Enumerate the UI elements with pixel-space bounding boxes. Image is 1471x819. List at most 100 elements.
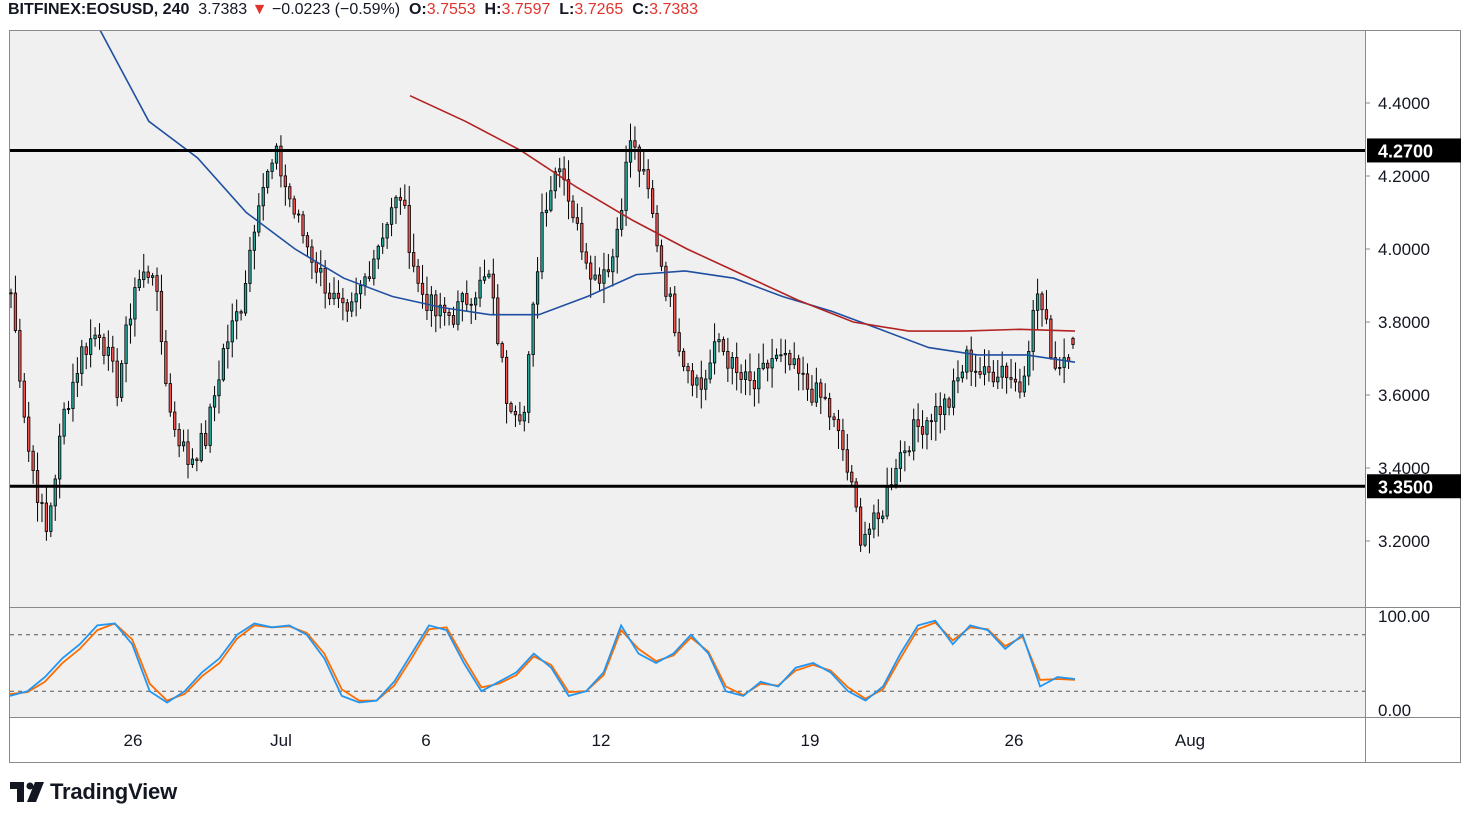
candle-body (885, 486, 889, 517)
candle-body (1031, 309, 1035, 352)
candle-body (832, 416, 836, 421)
candle-body (788, 352, 792, 366)
candle-body (115, 360, 119, 398)
candle-body (22, 380, 26, 418)
candle-body (102, 337, 106, 356)
candle-body (367, 276, 372, 279)
candle-body (451, 315, 456, 325)
horizontal-levels[interactable]: 4.2700 3.3500 (10, 138, 1461, 499)
candle-body (677, 332, 681, 352)
candle-body (341, 297, 345, 304)
candle-body (925, 420, 929, 435)
candle-body (350, 301, 354, 312)
candle-body (1013, 378, 1018, 383)
candle-body (934, 406, 938, 422)
candle-body (381, 237, 385, 247)
candle-body (89, 338, 93, 355)
candle-body (858, 506, 863, 546)
candle-body (748, 371, 752, 381)
candle-body (1040, 293, 1044, 311)
candle-body (735, 357, 739, 374)
candle-body (589, 262, 593, 280)
candle-body (1035, 293, 1040, 311)
candle-body (1071, 337, 1075, 345)
tradingview-brand[interactable]: TradingView (10, 779, 177, 805)
stochastic-pane-background (10, 608, 1365, 717)
candle-body (164, 341, 168, 384)
candle-body (651, 188, 655, 214)
candle-body (487, 273, 491, 278)
candle-body (1053, 357, 1057, 369)
candle-body (1018, 381, 1022, 393)
candle-body (9, 292, 13, 295)
candle-body (403, 199, 407, 206)
candle-body (363, 276, 367, 286)
candle-body (323, 267, 327, 294)
candle-body (929, 420, 934, 423)
down-arrow-icon: ▼ (251, 1, 268, 18)
candle-body (766, 362, 770, 369)
candle-body (549, 190, 553, 211)
candle-body (478, 279, 482, 299)
candle-body (18, 330, 22, 382)
candle-body (204, 432, 208, 446)
price-tick-label: 3.4000 (1378, 459, 1430, 478)
candle-body (1062, 357, 1066, 368)
candle-body (575, 217, 580, 224)
candle-body (509, 403, 513, 412)
candle-body (416, 265, 420, 284)
tradingview-logo-icon (10, 782, 44, 802)
candle-body (761, 362, 765, 369)
candle-body (571, 200, 575, 219)
candle-body (907, 450, 911, 453)
candle-body (394, 196, 398, 209)
candle-body (142, 271, 146, 281)
candle-body (943, 398, 947, 416)
candle-body (920, 426, 925, 435)
candle-body (389, 207, 394, 225)
candle-body (757, 368, 761, 390)
candle-body (13, 292, 18, 331)
candle-body (208, 406, 212, 446)
candle-body (150, 275, 155, 278)
candle-body (704, 378, 708, 390)
candle-body (274, 145, 279, 164)
candle-body (553, 171, 557, 192)
price-tick-label: 3.2000 (1378, 532, 1430, 551)
candle-body (527, 354, 531, 413)
candle-body (474, 297, 478, 306)
candle-body (407, 205, 411, 253)
candle-body (642, 169, 646, 172)
candle-body (602, 269, 606, 284)
candle-body (898, 452, 903, 469)
candle-body (535, 271, 540, 305)
candle-body (681, 350, 686, 367)
candle-body (288, 186, 292, 200)
candle-body (783, 352, 787, 356)
time-tick-label: Jul (270, 731, 292, 750)
candle-body (106, 346, 110, 356)
candle-body (425, 293, 429, 311)
high-label: H: (484, 1, 502, 18)
candle-body (120, 363, 124, 398)
candle-body (305, 235, 310, 248)
candle-body (611, 256, 615, 273)
price-pane-background (10, 31, 1365, 607)
stochastic-oscillator (9, 619, 1365, 704)
candle-body (177, 429, 181, 447)
candle-body (956, 377, 960, 382)
high-value: 3.7597 (501, 1, 551, 18)
candle-body (615, 228, 619, 258)
candle-body (872, 512, 876, 530)
candle-body (544, 209, 549, 214)
candle-body (633, 140, 637, 148)
candle-body (31, 450, 35, 471)
candle-body (814, 382, 818, 403)
candle-body (597, 274, 602, 284)
candle-body (62, 408, 66, 437)
candle-body (429, 294, 433, 311)
candle-body (420, 282, 425, 295)
candle-body (695, 377, 699, 386)
candle-body (712, 341, 717, 364)
